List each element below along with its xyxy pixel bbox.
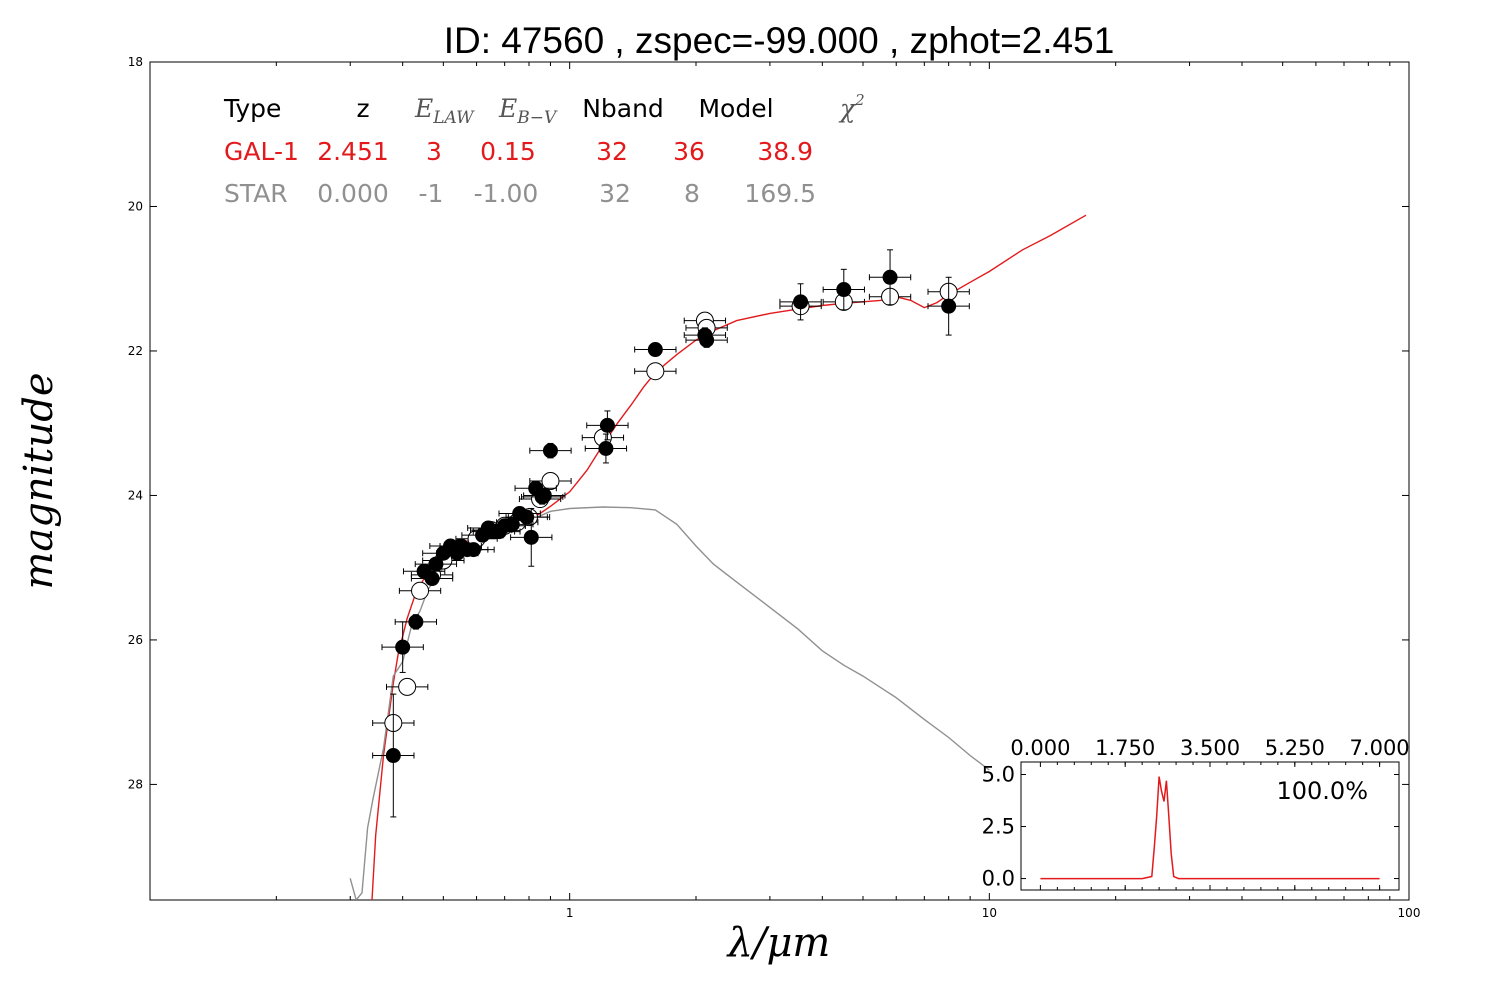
- star-nband: 32: [599, 179, 631, 208]
- observed-point: [536, 487, 552, 503]
- gal-z: 2.451: [317, 137, 389, 166]
- inset-x-tick-label: 7.000: [1350, 736, 1410, 760]
- col-header-nband: Nband: [582, 94, 664, 123]
- model-point: [541, 472, 560, 490]
- col-header-chi2: χ2: [838, 91, 865, 123]
- observed-point: [793, 294, 809, 310]
- x-tick-label: 100: [1398, 906, 1421, 920]
- x-tick-label: 1: [566, 906, 574, 920]
- y-axis-label: magnitude: [16, 372, 62, 589]
- y-axis: 18 20 22 24 26 28: [128, 55, 1409, 791]
- gal-chi2: 38.9: [757, 137, 813, 166]
- observed-point: [428, 556, 444, 572]
- fit-results-table: Type z ELAW EB−V Nband Model χ2 GAL-1 2.…: [223, 91, 865, 208]
- observed-point: [599, 417, 615, 433]
- observed-point: [542, 443, 558, 459]
- x-axis-label: λ/μm: [726, 920, 831, 966]
- inset-axes: 0.000 1.750 3.500 5.250 7.000 0.0 2.5 5.0: [982, 736, 1410, 891]
- photometry-points: [372, 249, 970, 818]
- y-tick-label: 18: [128, 55, 143, 69]
- model-point: [411, 581, 430, 600]
- gal-nband: 32: [596, 137, 628, 166]
- inset-y-tick-label: 0.0: [982, 867, 1015, 891]
- star-chi2: 169.5: [744, 179, 816, 208]
- x-axis: 1 10 100: [275, 62, 1421, 920]
- observed-point: [598, 440, 614, 456]
- gal-model: 36: [673, 137, 705, 166]
- observed-point: [408, 614, 424, 630]
- pdz-inset: 0.000 1.750 3.500 5.250 7.000 0.0 2.5 5.0 100.0…: [982, 736, 1410, 891]
- gal-ebv: 0.15: [480, 137, 536, 166]
- inset-annotation: 100.0%: [1276, 777, 1368, 805]
- observed-point: [395, 639, 411, 655]
- col-header-z: z: [356, 94, 369, 123]
- y-tick-label: 28: [128, 777, 143, 791]
- y-tick-label: 26: [128, 633, 143, 647]
- model-point: [398, 677, 417, 696]
- chart-title: ID: 47560 , zspec=-99.000 , zphot=2.451: [444, 20, 1115, 61]
- star-model: 8: [684, 179, 700, 208]
- inset-x-tick-label: 3.500: [1180, 736, 1240, 760]
- star-z: 0.000: [317, 179, 389, 208]
- observed-point: [466, 542, 482, 558]
- y-tick-label: 22: [128, 344, 143, 358]
- star-elaw: -1: [419, 179, 444, 208]
- observed-point: [941, 298, 957, 314]
- plot-frame: [149, 61, 1410, 901]
- inset-x-tick-label: 5.250: [1265, 736, 1325, 760]
- star-type: STAR: [224, 179, 288, 208]
- inset-frame: [1020, 761, 1400, 891]
- series-line-gal-1: [371, 214, 1087, 900]
- observed-point: [523, 529, 539, 545]
- observed-point: [647, 342, 663, 358]
- inset-y-tick-label: 5.0: [982, 762, 1015, 786]
- gal-elaw: 3: [426, 137, 442, 166]
- series-line-star: [349, 506, 990, 900]
- x-tick-label: 10: [982, 906, 997, 920]
- observed-point: [836, 282, 852, 298]
- inset-y-tick-label: 2.5: [982, 815, 1015, 839]
- y-tick-label: 20: [128, 199, 143, 213]
- observed-point: [424, 571, 440, 587]
- col-header-elaw: ELAW: [414, 94, 475, 128]
- observed-point: [519, 509, 535, 525]
- inset-x-tick-label: 0.000: [1010, 736, 1070, 760]
- observed-point: [385, 748, 401, 764]
- gal-type: GAL-1: [224, 137, 299, 166]
- y-tick-label: 24: [128, 488, 143, 502]
- inset-x-tick-label: 1.750: [1095, 736, 1155, 760]
- inset-pdz-curve: [1040, 776, 1380, 880]
- inset-pdz-line: [1040, 776, 1380, 880]
- observed-point: [699, 332, 715, 348]
- col-header-type: Type: [223, 94, 281, 123]
- model-point: [646, 362, 665, 381]
- star-ebv: -1.00: [474, 179, 539, 208]
- col-header-model: Model: [698, 94, 773, 123]
- observed-point: [882, 269, 898, 285]
- col-header-ebv: EB−V: [498, 94, 558, 128]
